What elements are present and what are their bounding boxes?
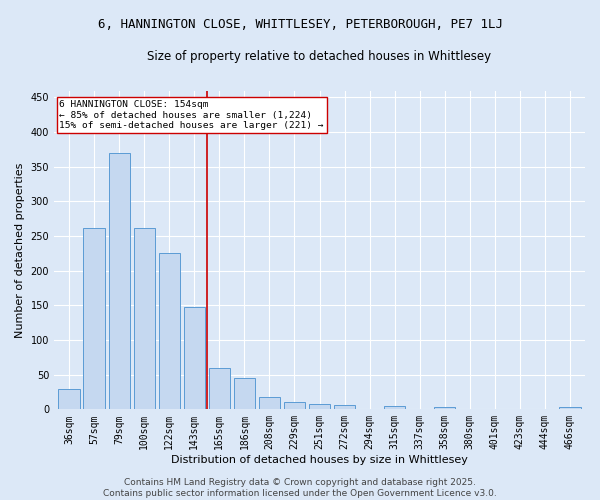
Bar — [259, 397, 280, 409]
Bar — [234, 378, 255, 410]
Title: Size of property relative to detached houses in Whittlesey: Size of property relative to detached ho… — [148, 50, 491, 63]
Bar — [83, 228, 105, 410]
Bar — [309, 404, 330, 409]
Bar — [184, 307, 205, 410]
Bar — [559, 406, 581, 410]
Bar — [58, 388, 80, 409]
X-axis label: Distribution of detached houses by size in Whittlesey: Distribution of detached houses by size … — [171, 455, 468, 465]
Bar — [284, 402, 305, 409]
Bar — [334, 405, 355, 409]
Text: 6, HANNINGTON CLOSE, WHITTLESEY, PETERBOROUGH, PE7 1LJ: 6, HANNINGTON CLOSE, WHITTLESEY, PETERBO… — [97, 18, 503, 30]
Text: Contains HM Land Registry data © Crown copyright and database right 2025.
Contai: Contains HM Land Registry data © Crown c… — [103, 478, 497, 498]
Bar — [384, 406, 406, 409]
Bar — [434, 408, 455, 410]
Bar — [134, 228, 155, 410]
Bar — [209, 368, 230, 410]
Y-axis label: Number of detached properties: Number of detached properties — [15, 162, 25, 338]
Bar — [109, 153, 130, 409]
Text: 6 HANNINGTON CLOSE: 154sqm
← 85% of detached houses are smaller (1,224)
15% of s: 6 HANNINGTON CLOSE: 154sqm ← 85% of deta… — [59, 100, 324, 130]
Bar — [158, 252, 180, 410]
